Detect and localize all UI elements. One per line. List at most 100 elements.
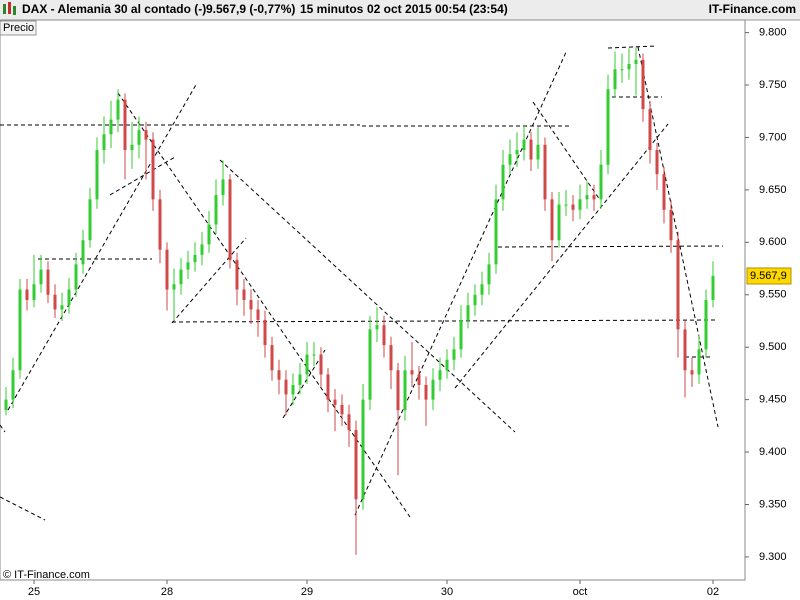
candle-body (382, 325, 386, 346)
candle-body (557, 204, 561, 241)
candle-body (578, 199, 582, 210)
candle-body (39, 269, 43, 285)
candle-body (291, 384, 295, 395)
candle-body (333, 399, 337, 405)
candle-body (592, 195, 596, 200)
candle-body (53, 294, 57, 310)
candle-body (18, 289, 22, 371)
candle-body (550, 199, 554, 241)
candle-body (487, 264, 491, 285)
candle-body (522, 139, 526, 151)
candle-body (200, 244, 204, 255)
site: IT-Finance.com (709, 2, 796, 16)
candle-body (571, 204, 575, 210)
candle-body (606, 89, 610, 165)
candle-body (130, 144, 134, 151)
candle-body (242, 289, 246, 300)
last-price-tag (746, 267, 792, 285)
candle-body (249, 300, 253, 310)
candle-body (501, 164, 505, 200)
candle-body (221, 179, 225, 196)
candle-body (634, 59, 638, 65)
x-tick-label: 28 (161, 586, 173, 598)
candle-body (270, 345, 274, 371)
candle-body (144, 130, 148, 140)
candle-body (326, 374, 330, 400)
candle-body (473, 294, 477, 306)
candle-body (417, 374, 421, 385)
candle-body (354, 430, 358, 500)
candle-body (186, 262, 190, 270)
y-tick-label: 9.350 (759, 498, 787, 510)
candle-body (193, 254, 197, 263)
candle-body (172, 284, 176, 290)
candle-body (214, 195, 218, 225)
candle-body (60, 305, 64, 310)
candle-body (67, 289, 71, 306)
y-tick-label: 9.500 (759, 341, 787, 353)
candle-body (627, 64, 631, 70)
candle-body (641, 59, 645, 110)
candle-body (466, 305, 470, 320)
candle-body (11, 370, 15, 400)
datetime: 02 oct 2015 00:54 (23:54) (367, 2, 508, 16)
y-tick-label: 9.700 (759, 131, 787, 143)
candle-body (151, 139, 155, 200)
candle-body (697, 349, 701, 375)
candle-body (690, 370, 694, 375)
candle-body (74, 264, 78, 290)
candle-body (158, 199, 162, 250)
candle-body (529, 139, 533, 160)
candle-body (361, 399, 365, 500)
candle-body (620, 69, 624, 71)
candle-body (305, 354, 309, 375)
candle-body (403, 370, 407, 411)
app-icon (3, 2, 16, 15)
candle-body (676, 240, 680, 330)
y-tick-label: 9.300 (759, 551, 787, 563)
candle-body (410, 370, 414, 375)
candle-body (298, 374, 302, 385)
candle-body (669, 209, 673, 241)
candle-body (32, 284, 36, 300)
candle-body (347, 414, 351, 431)
y-tick-label: 9.600 (759, 236, 787, 248)
candle-body (438, 370, 442, 380)
candle-body (431, 379, 435, 400)
footer: © IT-Finance.com (3, 569, 90, 581)
candle-body (515, 150, 519, 155)
y-tick-label: 9.800 (759, 26, 787, 38)
candle-body (585, 195, 589, 200)
plot-frame (0, 19, 746, 581)
candle-body (137, 130, 141, 145)
candle-body (494, 199, 498, 265)
candle-body (648, 109, 652, 151)
panel-tab[interactable] (0, 20, 37, 36)
candle-body (662, 174, 666, 210)
candle-body (508, 154, 512, 165)
candle-body (655, 150, 659, 175)
y-tick-label: 9.750 (759, 79, 787, 91)
candle-body (480, 284, 484, 295)
candle-body (445, 359, 449, 371)
candle-body (207, 224, 211, 245)
candle-body (46, 269, 50, 295)
candle-body (683, 329, 687, 371)
candle-body (711, 275, 715, 300)
candle-body (179, 269, 183, 285)
candle-body (109, 119, 113, 135)
candle-body (123, 99, 127, 151)
y-tick-label: 9.550 (759, 289, 787, 301)
x-tick-label: 02 (707, 586, 719, 598)
x-tick-label: 29 (301, 586, 313, 598)
candle-body (25, 289, 29, 300)
candle-body (263, 319, 267, 346)
candle-body (396, 370, 400, 411)
candle-body (459, 319, 463, 350)
y-tick-label: 9.450 (759, 394, 787, 406)
candle-body (543, 144, 547, 200)
x-tick-label: 30 (441, 586, 453, 598)
candle-body (95, 150, 99, 200)
candle-body (312, 354, 316, 356)
